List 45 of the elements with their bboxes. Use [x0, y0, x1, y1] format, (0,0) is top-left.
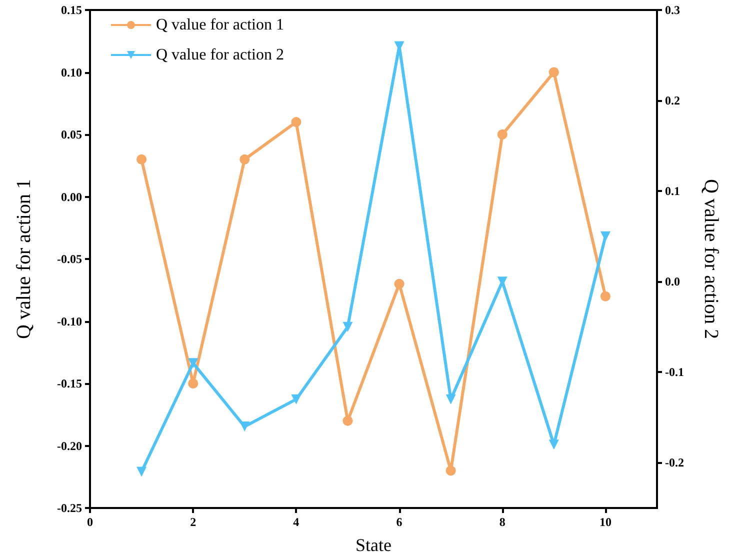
- y-tick-label: -0.05: [57, 252, 82, 266]
- y-tick-label: -0.20: [57, 438, 82, 453]
- legend-label: Q value for action 2: [156, 46, 284, 64]
- point: [136, 154, 147, 164]
- point: [548, 440, 559, 450]
- y2-tick-label: -0.2: [665, 456, 684, 470]
- x-tick-label: 2: [190, 515, 196, 529]
- point: [188, 378, 198, 388]
- point: [497, 276, 508, 287]
- point: [497, 130, 508, 140]
- point: [342, 322, 353, 332]
- point: [394, 278, 404, 289]
- point: [291, 117, 302, 128]
- point: [548, 67, 559, 78]
- y2-tick-label: 0.2: [665, 94, 680, 108]
- point: [291, 394, 302, 404]
- y2-tick-label: 0.1: [665, 184, 680, 198]
- point: [240, 422, 250, 432]
- x-axis-title: State: [356, 535, 392, 555]
- point: [240, 154, 250, 164]
- point: [600, 291, 610, 302]
- point: [600, 231, 610, 242]
- y-tick-label: 0.15: [61, 3, 82, 17]
- point: [446, 466, 456, 476]
- x-tick-label: 0: [87, 515, 93, 529]
- y-tick-label: -0.15: [57, 376, 82, 390]
- x-tick-label: 8: [499, 515, 506, 529]
- y-tick-label: 0.10: [61, 65, 82, 80]
- y2-tick-label: 0.3: [665, 3, 680, 17]
- y2-axis-title: Q value for action 2: [700, 179, 722, 339]
- y-tick-label: -0.10: [57, 314, 82, 328]
- x-tick-label: 6: [396, 515, 402, 529]
- x-tick-label: 4: [293, 515, 300, 529]
- y-tick-label: 0.05: [61, 128, 82, 142]
- point: [342, 416, 353, 426]
- point: [446, 394, 456, 404]
- x-tick-label: 10: [599, 515, 612, 529]
- legend-label: Q value for action 1: [156, 16, 284, 34]
- y-axis-title: Q value for action 1: [13, 179, 35, 339]
- y-tick-label: 0.00: [61, 190, 82, 204]
- point: [188, 358, 198, 368]
- y2-tick-label: 0.0: [665, 274, 680, 289]
- y2-tick-label: -0.1: [665, 365, 684, 380]
- y-tick-label: -0.25: [57, 501, 82, 515]
- point: [136, 466, 147, 477]
